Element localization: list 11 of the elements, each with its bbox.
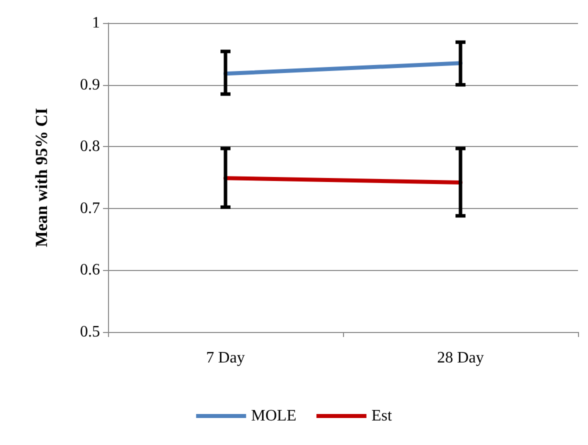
x-tick-label: 7 Day — [206, 350, 245, 366]
y-tick-label: 0.6 — [80, 262, 100, 279]
x-tick-label: 28 Day — [437, 350, 484, 366]
legend-label: MOLE — [251, 408, 296, 424]
y-tick-label: 0.9 — [80, 76, 100, 94]
y-axis-title: Mean with 95% CI — [32, 107, 51, 248]
y-tick-label: 0.7 — [80, 200, 100, 217]
y-tick-label: 1 — [92, 14, 100, 32]
y-tick-label: 0.5 — [80, 324, 100, 340]
y-tick-label: 0.8 — [80, 138, 100, 156]
legend-label: Est — [371, 408, 392, 424]
